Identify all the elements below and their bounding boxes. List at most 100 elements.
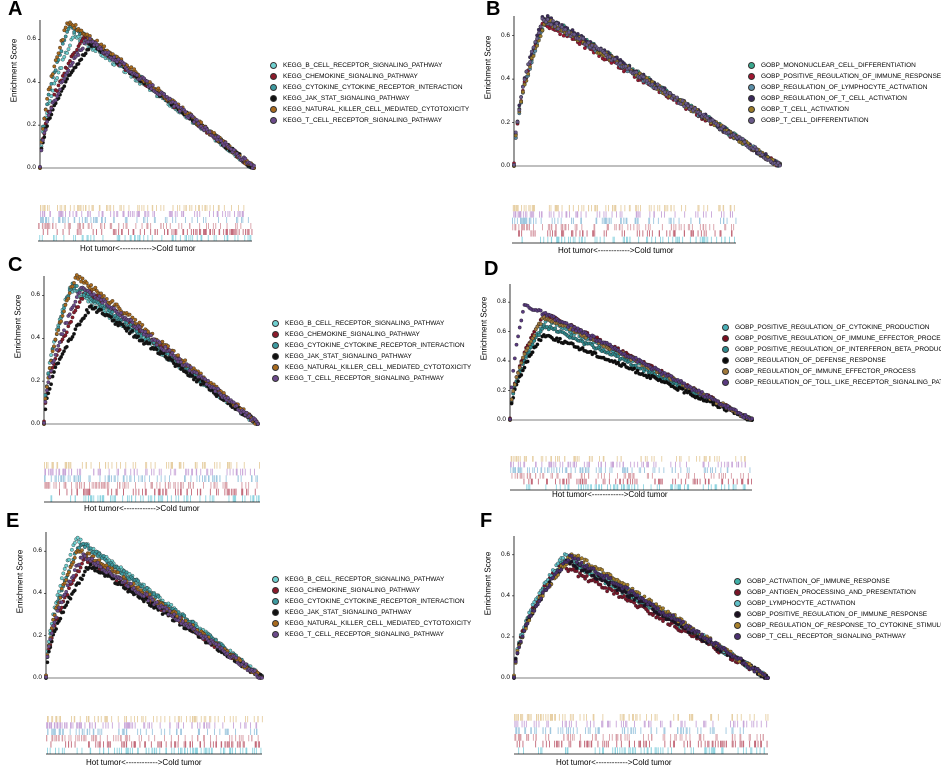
series-point [531, 54, 536, 58]
barcode-tick [77, 223, 79, 229]
barcode-tick [648, 205, 650, 212]
barcode-tick [516, 205, 518, 212]
barcode-tick [99, 495, 101, 502]
barcode-tick [566, 211, 568, 218]
series-point [48, 110, 52, 114]
barcode-tick [216, 211, 218, 217]
barcode-tick [705, 211, 707, 218]
barcode-tick [173, 482, 175, 489]
barcode-tick [212, 229, 214, 235]
barcode-tick [156, 229, 158, 235]
series-point [551, 19, 555, 23]
barcode-tick [101, 223, 103, 229]
barcode-tick [542, 224, 543, 231]
barcode-tick [88, 223, 90, 229]
series-point [46, 380, 51, 385]
series-point [39, 148, 44, 153]
barcode-tick [684, 211, 686, 218]
series-point [163, 344, 168, 349]
barcode-tick [226, 488, 228, 496]
series-point [682, 104, 687, 109]
barcode-tick [210, 482, 212, 489]
series-point [522, 352, 527, 356]
series-point [556, 26, 561, 31]
barcode-tick [678, 217, 680, 224]
barcode-tick [607, 224, 609, 231]
barcode-tick [230, 488, 232, 496]
series-point [517, 365, 522, 370]
barcode-tick [592, 230, 594, 237]
barcode-tick [209, 205, 211, 211]
legend-swatch [272, 375, 279, 382]
barcode-tick [242, 211, 244, 217]
barcode-tick [86, 488, 88, 496]
series-point [167, 96, 172, 101]
barcode-tick [206, 205, 208, 211]
barcode-tick [82, 205, 84, 211]
barcode-tick [683, 224, 685, 231]
barcode-tick [115, 495, 116, 502]
series-point [53, 352, 58, 357]
barcode-tick [151, 205, 153, 211]
series-point [157, 340, 162, 345]
legend-item: KEGG_CYTOKINE_CYTOKINE_RECEPTOR_INTERACT… [270, 82, 469, 93]
panel-c: C 0.0 0.2 0.4 0.6 Enrichment Score Hot tumor<-… [0, 254, 471, 513]
barcode-tick [139, 211, 140, 217]
barcode-tick [526, 211, 528, 218]
series-point [43, 393, 48, 397]
series-point [149, 86, 154, 91]
barcode-tick [586, 230, 588, 237]
barcode-tick [719, 205, 721, 212]
barcode-tick [124, 235, 126, 241]
series-point [513, 133, 518, 138]
barcode-tick [55, 475, 57, 482]
legend-label: KEGG_NATURAL_KILLER_CELL_MEDIATED_CYTOTO… [283, 106, 470, 113]
barcode-tick [230, 229, 232, 235]
barcode-tick [223, 229, 225, 235]
barcode-tick [46, 482, 47, 489]
series-point [563, 27, 568, 32]
barcode-tick [214, 462, 216, 469]
barcode-tick [61, 211, 63, 217]
barcode-tick [87, 235, 89, 241]
barcode-tick [171, 235, 173, 241]
barcode-tick [697, 230, 699, 237]
barcode-tick [605, 205, 607, 212]
series-point [536, 30, 541, 35]
barcode-tick [169, 223, 171, 229]
barcode-tick [140, 475, 142, 482]
barcode-tick [582, 230, 584, 237]
barcode-tick [85, 205, 87, 211]
barcode-tick [649, 217, 651, 224]
barcode-tick [116, 235, 118, 241]
series-point [84, 281, 89, 285]
barcode-tick [128, 495, 130, 502]
barcode-tick [233, 495, 235, 502]
barcode-tick [213, 495, 215, 502]
barcode-tick [572, 230, 574, 237]
barcode-tick [653, 211, 655, 218]
barcode-tick [120, 462, 121, 469]
barcode-tick [224, 482, 226, 489]
barcode-tick [93, 482, 95, 489]
barcode-tick [521, 224, 523, 231]
series-point [79, 28, 84, 33]
barcode-tick [50, 495, 52, 502]
series-point [145, 79, 149, 84]
series-point [80, 297, 85, 301]
series-point [627, 66, 632, 71]
series-point [102, 44, 107, 49]
barcode-tick [145, 488, 147, 496]
y-axis-label: Enrichment Score [13, 294, 23, 359]
barcode-tick [514, 217, 516, 224]
barcode-tick [555, 205, 557, 212]
barcode-tick [133, 211, 135, 217]
barcode-tick [176, 211, 178, 217]
barcode-tick [555, 224, 557, 231]
barcode-tick [42, 217, 44, 223]
barcode-tick [144, 475, 146, 482]
barcode-tick [720, 217, 721, 224]
barcode-tick [205, 475, 207, 482]
barcode-tick [76, 229, 78, 235]
legend-item: KEGG_T_CELL_RECEPTOR_SIGNALING_PATHWAY [272, 373, 471, 384]
